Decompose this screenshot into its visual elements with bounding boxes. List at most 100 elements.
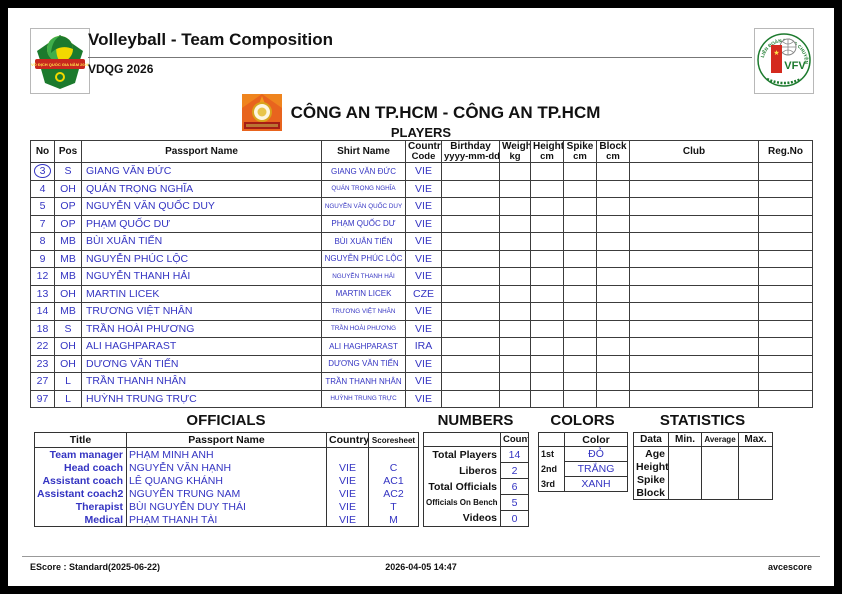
statistic-max-cell: [738, 460, 773, 473]
player-spike: [563, 337, 597, 356]
player-block: [596, 249, 630, 268]
player-block: [596, 354, 630, 373]
col-club: Club: [629, 140, 759, 163]
player-passport-name: TRƯƠNG VIỆT NHÂN: [81, 302, 322, 321]
player-row: 27 L TRẦN THANH NHÂN TRẦN THANH NHÂN VIE: [30, 372, 813, 391]
statistic-average-cell: [701, 446, 739, 460]
colors-section-title: COLORS: [550, 412, 615, 429]
player-spike: [563, 214, 597, 233]
player-height: [530, 232, 564, 251]
player-row: 12 MB NGUYỄN THANH HẢI NGUYỄN THANH HẢI …: [30, 267, 813, 286]
player-club: [629, 337, 759, 356]
player-passport-name: NGUYỄN THANH HẢI: [81, 267, 322, 286]
player-spike: [563, 284, 597, 303]
statistic-label: Block: [636, 486, 665, 499]
player-block: [596, 319, 630, 338]
colors-table: Color 1st ĐỎ 2nd TRẮNG 3rd XANH: [538, 432, 628, 492]
statistic-min-cell: [668, 446, 702, 460]
statistic-label: Spike: [636, 473, 665, 486]
player-birthday: [441, 232, 500, 251]
player-number: 23: [30, 354, 55, 373]
col-official-title: Title: [34, 432, 127, 448]
official-passport-name: BÙI NGUYỄN DUY THÁI: [126, 500, 327, 513]
player-country-code: VIE: [405, 214, 442, 233]
player-club: [629, 354, 759, 373]
player-passport-name: GIANG VĂN ĐỨC: [81, 162, 322, 181]
player-number: 4: [30, 179, 55, 198]
numbers-value: 0: [500, 510, 529, 527]
player-weight: [499, 302, 531, 321]
player-number: 3: [30, 162, 55, 181]
player-number: 14: [30, 302, 55, 321]
player-position: OH: [54, 354, 82, 373]
player-country-code: VIE: [405, 372, 442, 391]
player-height: [530, 162, 564, 181]
col-data: Data: [633, 432, 669, 447]
player-row: 18 S TRẦN HOÀI PHƯƠNG TRẦN HOÀI PHƯƠNG V…: [30, 319, 813, 338]
color-value: TRẮNG: [564, 461, 628, 477]
player-regno: [758, 179, 813, 198]
player-row: 8 MB BÙI XUÂN TIẾN BÙI XUÂN TIẾN VIE: [30, 232, 813, 251]
player-passport-name: TRẦN HOÀI PHƯƠNG: [81, 319, 322, 338]
player-height: [530, 337, 564, 356]
player-row: 7 OP PHẠM QUỐC DƯ PHẠM QUỐC DƯ VIE: [30, 214, 813, 233]
player-weight: [499, 214, 531, 233]
player-country-code: VIE: [405, 197, 442, 216]
player-row: 9 MB NGUYỄN PHÚC LỘC NGUYỄN PHÚC LỘC VIE: [30, 249, 813, 268]
player-number: 7: [30, 214, 55, 233]
numbers-section-title: NUMBERS: [437, 412, 514, 429]
official-passport-name: PHẠM THANH TÀI: [126, 513, 327, 527]
player-position: L: [54, 372, 82, 391]
player-club: [629, 302, 759, 321]
official-title: Head coach: [64, 461, 123, 474]
player-position: S: [54, 162, 82, 181]
player-shirt-name: QUÁN TRỌNG NGHĨA: [321, 179, 406, 198]
player-birthday: [441, 302, 500, 321]
player-shirt-name: TRƯƠNG VIỆT NHÂN: [321, 302, 406, 321]
player-passport-name: QUÁN TRỌNG NGHĨA: [81, 179, 322, 198]
official-scoresheet: AC1: [368, 474, 419, 487]
player-position: L: [54, 389, 82, 408]
player-regno: [758, 197, 813, 216]
color-rank: 1st: [541, 449, 555, 460]
player-birthday: [441, 389, 500, 408]
statistic-row: Height: [634, 460, 773, 473]
player-birthday: [441, 354, 500, 373]
statistic-average-cell: [701, 486, 739, 500]
player-shirt-name: NGUYỄN THANH HẢI: [321, 267, 406, 286]
player-birthday: [441, 162, 500, 181]
player-shirt-name: NGUYỄN PHÚC LỘC: [321, 249, 406, 268]
official-scoresheet: C: [368, 461, 419, 474]
numbers-label: Videos: [462, 512, 497, 525]
player-club: [629, 372, 759, 391]
svg-text:VÔ ĐỊCH QUỐC GIA NĂM 2026: VÔ ĐỊCH QUỐC GIA NĂM 2026: [31, 62, 89, 67]
official-passport-name: PHẠM MINH ANH: [126, 447, 327, 461]
player-position: OH: [54, 284, 82, 303]
player-regno: [758, 162, 813, 181]
player-regno: [758, 214, 813, 233]
player-country-code: VIE: [405, 232, 442, 251]
player-shirt-name: DƯƠNG VĂN TIẾN: [321, 354, 406, 373]
player-number: 9: [30, 249, 55, 268]
official-title: Therapist: [75, 500, 123, 513]
player-passport-name: DƯƠNG VĂN TIẾN: [81, 354, 322, 373]
col-regno: Reg.No: [758, 140, 813, 163]
officials-header-row: Title Passport Name Country Scoresheet: [34, 432, 419, 448]
officials-section-title: OFFICIALS: [186, 412, 266, 429]
player-birthday: [441, 337, 500, 356]
player-regno: [758, 302, 813, 321]
header-divider: [88, 57, 752, 58]
col-average: Average: [701, 432, 739, 447]
player-row: 5 OP NGUYỄN VĂN QUỐC DUY NGUYỄN VĂN QUỐC…: [30, 197, 813, 216]
statistic-row: Block: [634, 486, 773, 500]
color-row: 3rd XANH: [539, 476, 628, 492]
player-block: [596, 389, 630, 408]
numbers-header-row: Count: [423, 432, 529, 447]
player-block: [596, 162, 630, 181]
player-club: [629, 389, 759, 408]
federation-logo: LIÊN ĐOÀN BÓNG CHUYỀN VIỆT NAM ★ VFV: [753, 23, 814, 94]
player-regno: [758, 319, 813, 338]
player-passport-name: HUỲNH TRUNG TRỰC: [81, 389, 322, 408]
player-club: [629, 162, 759, 181]
numbers-label: Total Officials: [428, 480, 497, 493]
